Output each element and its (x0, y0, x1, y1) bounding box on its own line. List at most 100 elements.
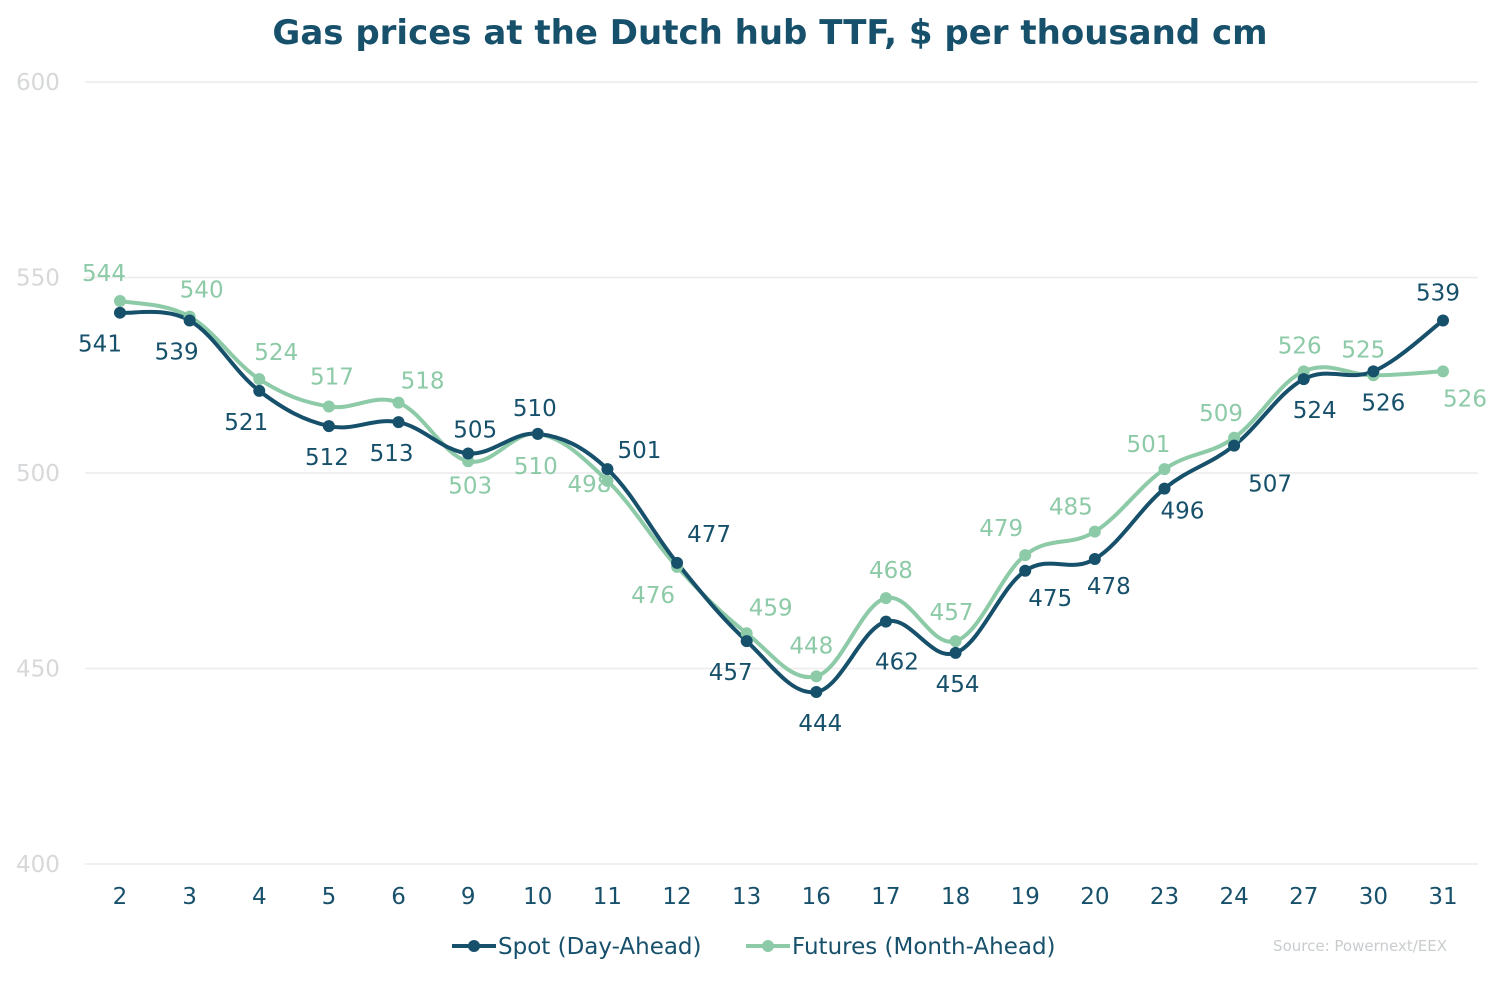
x-tick-label: 20 (1080, 884, 1109, 910)
point-futures (1019, 549, 1032, 562)
data-label-spot: 507 (1248, 472, 1292, 498)
point-spot (1367, 365, 1380, 378)
point-futures (253, 373, 266, 386)
legend-label-futures: Futures (Month-Ahead) (792, 934, 1056, 960)
data-label-spot: 505 (453, 417, 497, 443)
data-label-futures: 518 (401, 369, 445, 395)
point-futures (1158, 463, 1171, 476)
x-axis: 2 3 4 5 6 9 10 11 12 13 16 17 18 19 20 23 24 27 30 31 (113, 884, 1458, 910)
data-label-futures: 510 (514, 454, 558, 480)
x-tick-label: 3 (182, 884, 197, 910)
point-spot (462, 447, 475, 460)
x-tick-label: 24 (1219, 884, 1248, 910)
data-label-spot: 477 (687, 522, 731, 548)
y-tick-label: 400 (16, 852, 60, 878)
x-tick-label: 30 (1359, 884, 1388, 910)
x-tick-label: 31 (1428, 884, 1457, 910)
chart-title: Gas prices at the Dutch hub TTF, $ per t… (272, 13, 1267, 53)
point-spot (601, 463, 614, 476)
point-spot (671, 556, 684, 569)
data-label-spot: 496 (1161, 499, 1205, 525)
y-tick-label: 550 (16, 266, 60, 292)
point-spot (114, 306, 126, 319)
y-tick-label: 600 (16, 70, 60, 96)
point-spot (253, 384, 266, 397)
x-tick-label: 6 (391, 884, 406, 910)
data-label-spot: 524 (1293, 398, 1337, 424)
data-label-spot: 539 (1416, 281, 1460, 307)
x-tick-label: 11 (593, 884, 622, 910)
point-spot (1019, 564, 1032, 577)
y-axis: 400 450 500 550 600 (16, 70, 60, 878)
data-label-futures: 448 (789, 633, 833, 659)
point-spot (1297, 373, 1310, 386)
data-label-futures: 525 (1341, 337, 1385, 363)
data-label-futures: 485 (1049, 495, 1093, 521)
data-label-futures: 517 (310, 365, 354, 391)
data-label-futures: 544 (82, 261, 126, 287)
legend-item-spot: Spot (Day-Ahead) (452, 934, 702, 960)
x-tick-label: 23 (1150, 884, 1179, 910)
data-label-futures: 498 (567, 472, 611, 498)
point-futures (949, 635, 962, 648)
data-label-futures: 509 (1199, 401, 1243, 427)
data-label-futures: 503 (448, 473, 492, 499)
data-label-spot: 444 (798, 711, 842, 737)
data-label-futures: 526 (1443, 386, 1487, 412)
data-label-spot: 454 (936, 672, 980, 698)
data-label-spot: 478 (1087, 574, 1131, 600)
data-label-futures: 459 (749, 595, 793, 621)
x-tick-label: 9 (461, 884, 476, 910)
point-futures (810, 670, 823, 683)
x-tick-label: 19 (1011, 884, 1040, 910)
point-spot (392, 416, 405, 429)
legend: Spot (Day-Ahead) Futures (Month-Ahead) (452, 934, 1056, 960)
point-futures (1437, 365, 1449, 378)
point-spot (740, 635, 753, 648)
data-label-futures: 540 (180, 278, 224, 304)
data-label-futures: 479 (979, 516, 1023, 542)
data-label-futures: 524 (254, 340, 298, 366)
x-tick-label: 16 (802, 884, 831, 910)
x-tick-label: 10 (523, 884, 552, 910)
series-group (114, 294, 1449, 698)
data-label-futures: 501 (1127, 432, 1171, 458)
x-tick-label: 18 (941, 884, 970, 910)
data-label-futures: 468 (869, 558, 913, 584)
data-label-spot: 462 (875, 650, 919, 676)
data-label-spot: 501 (617, 438, 661, 464)
y-tick-label: 450 (16, 657, 60, 683)
point-futures (601, 474, 614, 487)
x-tick-label: 2 (113, 884, 128, 910)
data-label-futures: 476 (631, 583, 675, 609)
legend-item-futures: Futures (Month-Ahead) (746, 934, 1056, 960)
point-spot (879, 615, 892, 628)
point-spot (531, 427, 544, 440)
data-label-spot: 521 (224, 410, 268, 436)
data-label-spot: 510 (513, 396, 557, 422)
x-tick-label: 13 (732, 884, 761, 910)
data-label-spot: 513 (370, 441, 414, 467)
point-spot (1158, 482, 1171, 495)
legend-marker-spot (468, 940, 480, 952)
point-spot (949, 646, 962, 659)
point-futures (1088, 525, 1101, 538)
x-tick-label: 12 (662, 884, 691, 910)
data-labels: 541 539 521 512 513 505 510 501 477 457 444 462 454 4… (78, 261, 1487, 737)
data-label-spot: 539 (155, 340, 199, 366)
point-futures (114, 294, 126, 307)
y-tick-label: 500 (16, 461, 60, 487)
x-tick-label: 17 (871, 884, 900, 910)
point-futures (879, 592, 892, 605)
point-spot (1088, 553, 1101, 566)
data-label-futures: 526 (1278, 333, 1322, 359)
x-tick-label: 5 (322, 884, 337, 910)
point-futures (322, 400, 335, 413)
data-label-spot: 475 (1028, 586, 1072, 612)
point-spot (1437, 314, 1449, 327)
x-tick-label: 27 (1289, 884, 1318, 910)
data-label-spot: 526 (1361, 390, 1405, 416)
point-futures (392, 396, 405, 409)
grid (85, 81, 1478, 865)
